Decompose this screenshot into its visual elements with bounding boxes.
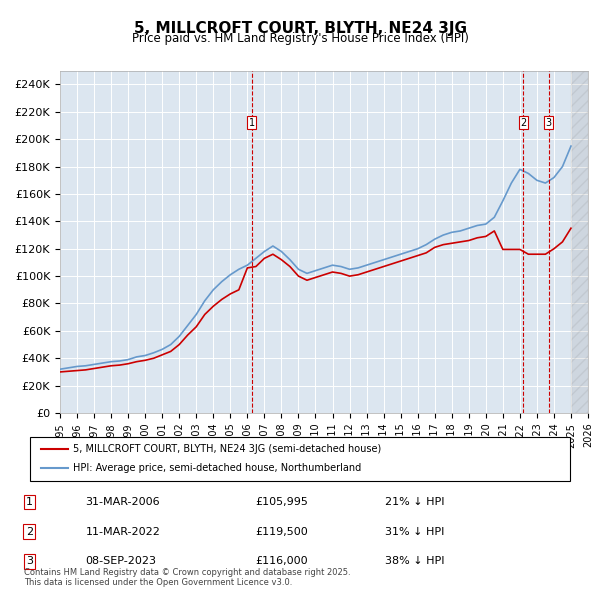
FancyBboxPatch shape	[30, 437, 570, 481]
Text: 31% ↓ HPI: 31% ↓ HPI	[385, 527, 444, 537]
Text: Contains HM Land Registry data © Crown copyright and database right 2025.
This d: Contains HM Land Registry data © Crown c…	[24, 568, 350, 587]
Text: 38% ↓ HPI: 38% ↓ HPI	[385, 556, 444, 566]
Text: 21% ↓ HPI: 21% ↓ HPI	[385, 497, 444, 507]
Text: 3: 3	[26, 556, 33, 566]
Text: 1: 1	[248, 118, 254, 128]
Text: 5, MILLCROFT COURT, BLYTH, NE24 3JG: 5, MILLCROFT COURT, BLYTH, NE24 3JG	[133, 21, 467, 35]
Text: Price paid vs. HM Land Registry's House Price Index (HPI): Price paid vs. HM Land Registry's House …	[131, 32, 469, 45]
Text: 2: 2	[26, 527, 33, 537]
Text: 08-SEP-2023: 08-SEP-2023	[86, 556, 157, 566]
Bar	[571, 71, 588, 413]
Text: 1: 1	[26, 497, 33, 507]
Text: 2: 2	[520, 118, 526, 128]
Text: £116,000: £116,000	[255, 556, 308, 566]
Text: 3: 3	[546, 118, 552, 128]
Text: HPI: Average price, semi-detached house, Northumberland: HPI: Average price, semi-detached house,…	[73, 464, 361, 473]
Text: 5, MILLCROFT COURT, BLYTH, NE24 3JG (semi-detached house): 5, MILLCROFT COURT, BLYTH, NE24 3JG (sem…	[73, 444, 382, 454]
Text: £105,995: £105,995	[255, 497, 308, 507]
Text: 31-MAR-2006: 31-MAR-2006	[86, 497, 160, 507]
Text: £119,500: £119,500	[255, 527, 308, 537]
Text: 11-MAR-2022: 11-MAR-2022	[86, 527, 161, 537]
